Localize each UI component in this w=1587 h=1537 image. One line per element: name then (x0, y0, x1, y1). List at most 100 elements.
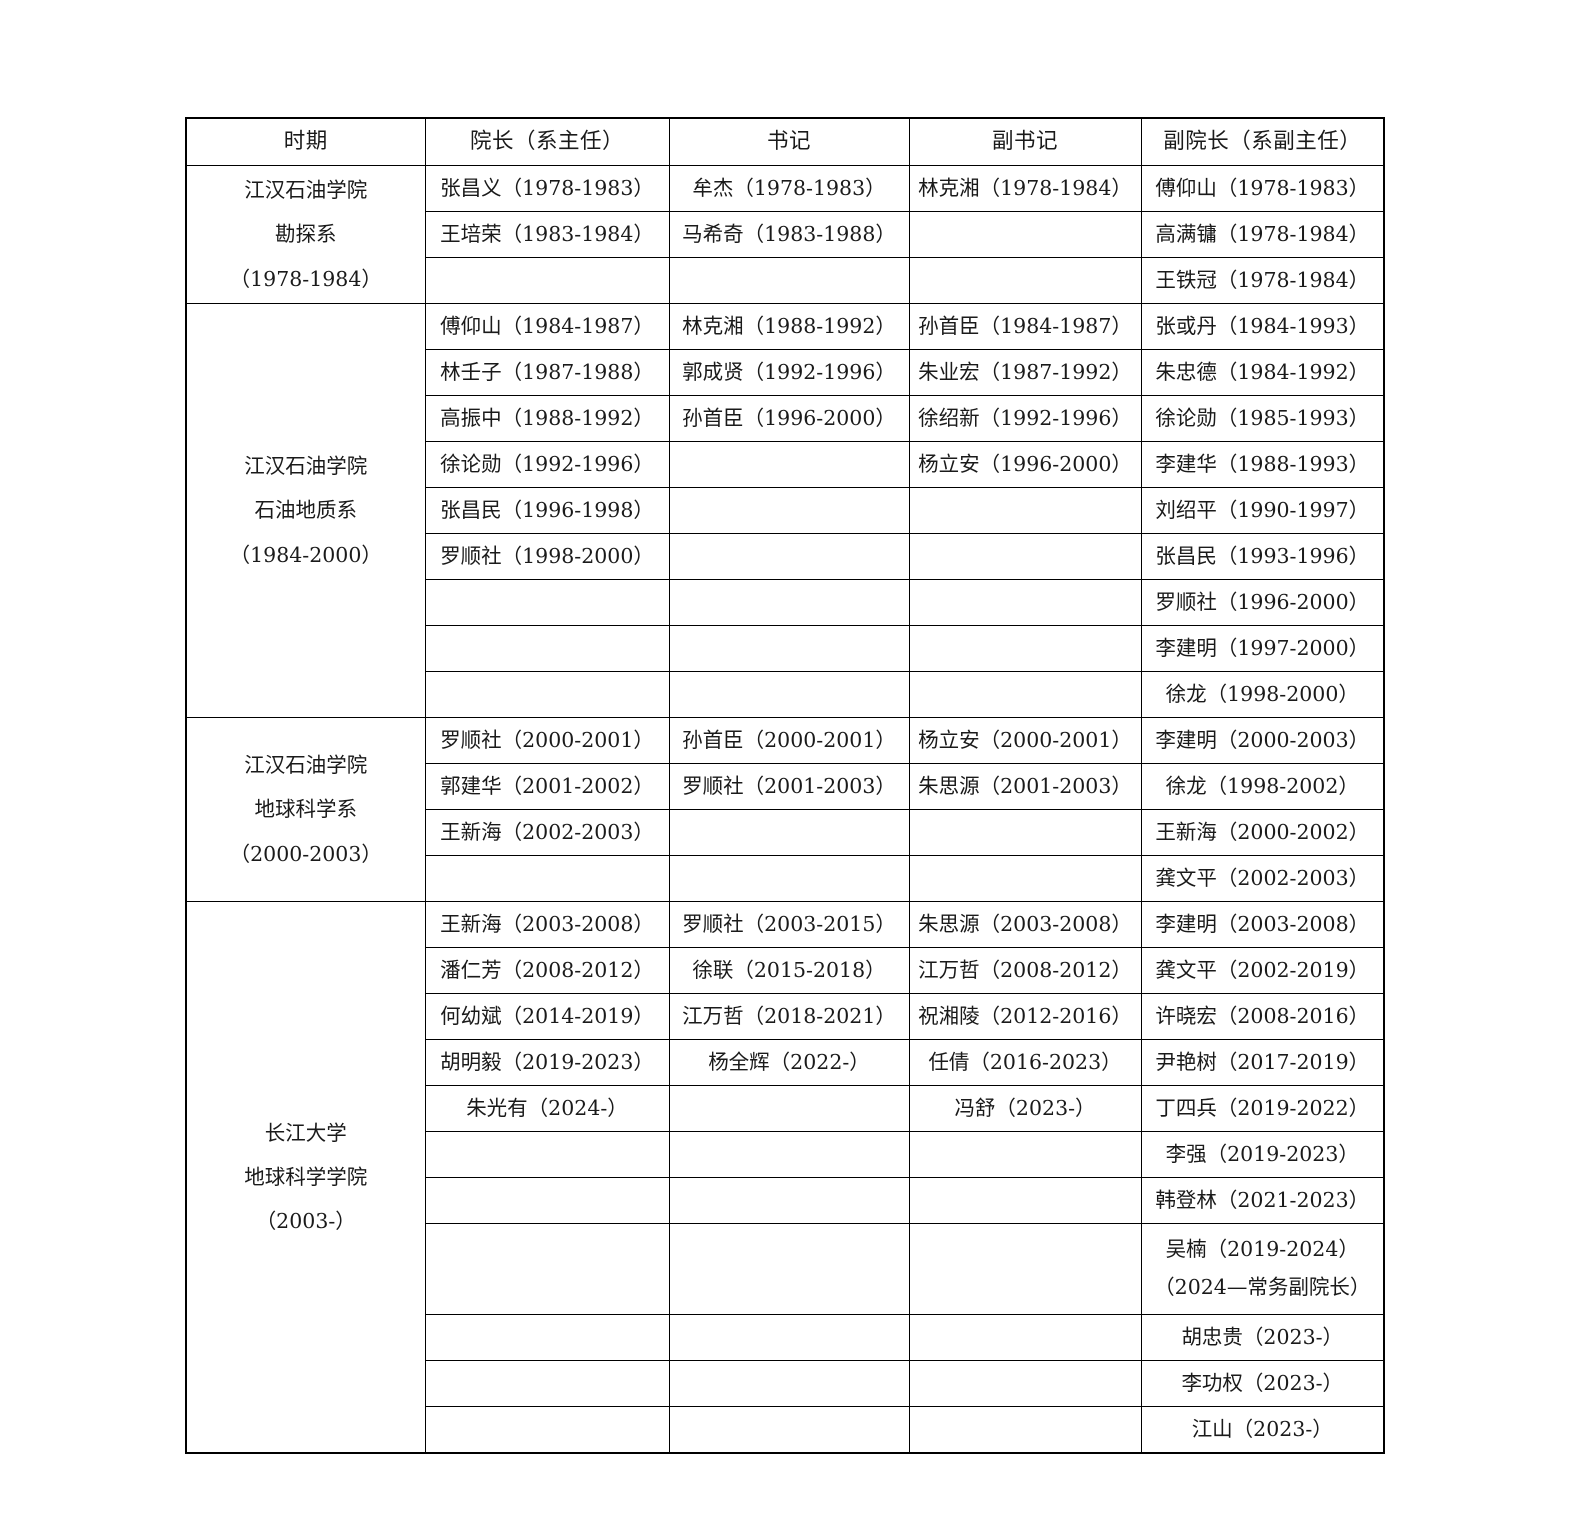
leadership-history-table-container: 时期 院长（系主任） 书记 副书记 副院长（系副主任） 江汉石油学院 勘探系 （19… (185, 117, 1385, 1454)
secretary-cell (668, 1406, 910, 1454)
deputy-secretary-cell (908, 257, 1142, 304)
dean-cell (424, 1223, 670, 1315)
deputy-secretary-cell (908, 1177, 1142, 1224)
column-header-period: 时期 (185, 117, 426, 166)
table-row: 王培荣（1983-1984） 马希奇（1983-1988） 高满镛（1978-198… (186, 211, 1385, 258)
secretary-cell (668, 533, 910, 580)
column-header-secretary: 书记 (668, 117, 910, 166)
secretary-cell: 郭成贤（1992-1996） (668, 349, 910, 396)
deputy-secretary-cell (908, 855, 1142, 902)
table-row: 罗顺社（1996-2000） (186, 579, 1385, 626)
secretary-cell (668, 625, 910, 672)
vice-dean-cell: 龚文平（2002-2003） (1140, 855, 1385, 902)
table-row: 王新海（2002-2003） 王新海（2000-2002） (186, 809, 1385, 856)
dean-cell: 胡明毅（2019-2023） (424, 1039, 670, 1086)
dean-cell: 潘仁芳（2008-2012） (424, 947, 670, 994)
period-line: 地球科学学院 (244, 1164, 368, 1189)
table-row: 江汉石油学院 勘探系 （1978-1984） 张昌义（1978-1983） 牟杰（197… (185, 165, 1385, 304)
secretary-cell (668, 1223, 910, 1315)
dean-cell: 高振中（1988-1992） (424, 395, 670, 442)
secretary-cell (668, 1085, 910, 1132)
dean-cell: 朱光有（2024-） (424, 1085, 670, 1132)
table-row: 江山（2023-） (186, 1406, 1385, 1454)
dean-cell (424, 1177, 670, 1224)
dean-cell (424, 1406, 670, 1454)
dean-cell (424, 625, 670, 672)
vice-dean-cell: 李建明（2000-2003） (1140, 717, 1385, 764)
table-row: 高振中（1988-1992） 孙首臣（1996-2000） 徐绍新（1992-199… (186, 395, 1385, 442)
vice-dean-cell: 许晓宏（2008-2016） (1140, 993, 1385, 1040)
deputy-secretary-cell: 江万哲（2008-2012） (908, 947, 1142, 994)
vice-dean-cell: 江山（2023-） (1140, 1406, 1385, 1454)
deputy-secretary-cell (908, 671, 1142, 718)
period-line: （2000-2003） (229, 841, 382, 866)
dean-cell: 徐论勋（1992-1996） (424, 441, 670, 488)
secretary-cell (668, 671, 910, 718)
dean-cell (424, 257, 670, 304)
table-body: 江汉石油学院 勘探系 （1978-1984） 张昌义（1978-1983） 牟杰（197… (185, 165, 1385, 1454)
dean-cell: 王新海（2002-2003） (424, 809, 670, 856)
period-line: 石油地质系 (254, 498, 358, 523)
column-header-vice-dean: 副院长（系副主任） (1140, 117, 1385, 166)
secretary-cell (668, 809, 910, 856)
deputy-secretary-cell (908, 625, 1142, 672)
table-row: 胡明毅（2019-2023） 杨全辉（2022-） 任倩（2016-2023） 尹艳树… (186, 1039, 1385, 1086)
vice-dean-cell: 韩登林（2021-2023） (1140, 1177, 1385, 1224)
deputy-secretary-cell (908, 533, 1142, 580)
table-row: 李强（2019-2023） (186, 1131, 1385, 1178)
deputy-secretary-cell (908, 211, 1142, 258)
secretary-cell: 林克湘（1988-1992） (668, 303, 910, 350)
deputy-secretary-cell (908, 1131, 1142, 1178)
vice-dean-cell: 王新海（2000-2002） (1140, 809, 1385, 856)
table-row: 朱光有（2024-） 冯舒（2023-） 丁四兵（2019-2022） (186, 1085, 1385, 1132)
table-row: 郭建华（2001-2002） 罗顺社（2001-2003） 朱思源（2001-200… (186, 763, 1385, 810)
deputy-secretary-cell: 冯舒（2023-） (908, 1085, 1142, 1132)
deputy-secretary-cell: 祝湘陵（2012-2016） (908, 993, 1142, 1040)
secretary-cell: 罗顺社（2001-2003） (668, 763, 910, 810)
deputy-secretary-cell: 杨立安（2000-2001） (908, 717, 1142, 764)
period-cell: 江汉石油学院 石油地质系 （1984-2000） (185, 303, 426, 718)
secretary-cell: 徐联（2015-2018） (668, 947, 910, 994)
secretary-cell (668, 487, 910, 534)
vice-dean-cell: 李建华（1988-1993） (1140, 441, 1385, 488)
period-line: （1984-2000） (229, 542, 382, 567)
table-row: 长江大学 地球科学学院 （2003-） 王新海（2003-2008） 罗顺社（2003-… (185, 901, 1385, 1454)
table-row: 江汉石油学院 地球科学系 （2000-2003） 罗顺社（2000-2001） 孙首臣（… (185, 717, 1385, 902)
vice-dean-cell: 徐龙（1998-2000） (1140, 671, 1385, 718)
secretary-cell (668, 257, 910, 304)
vice-dean-cell: 刘绍平（1990-1997） (1140, 487, 1385, 534)
period-line: 勘探系 (275, 222, 337, 247)
vice-dean-cell: 尹艳树（2017-2019） (1140, 1039, 1385, 1086)
period-line: 长江大学 (264, 1120, 347, 1145)
deputy-secretary-cell (908, 487, 1142, 534)
vice-dean-cell: 徐龙（1998-2002） (1140, 763, 1385, 810)
deputy-secretary-cell (908, 809, 1142, 856)
dean-cell: 罗顺社（2000-2001） (424, 717, 670, 764)
table-header-row: 时期 院长（系主任） 书记 副书记 副院长（系副主任） (185, 117, 1385, 166)
table-row: 罗顺社（1998-2000） 张昌民（1993-1996） (186, 533, 1385, 580)
secretary-cell (668, 1314, 910, 1361)
vice-dean-cell: 丁四兵（2019-2022） (1140, 1085, 1385, 1132)
dean-cell: 罗顺社（1998-2000） (424, 533, 670, 580)
vice-dean-cell: 罗顺社（1996-2000） (1140, 579, 1385, 626)
dean-cell (424, 579, 670, 626)
dean-cell: 傅仰山（1984-1987） (424, 303, 670, 350)
deputy-secretary-cell: 朱思源（2003-2008） (908, 901, 1142, 948)
secretary-cell (668, 441, 910, 488)
column-header-deputy-secretary: 副书记 (908, 117, 1142, 166)
table-row: 徐论勋（1992-1996） 杨立安（1996-2000） 李建华（1988-199… (186, 441, 1385, 488)
dean-cell (424, 1131, 670, 1178)
vice-dean-cell: 傅仰山（1978-1983） (1140, 165, 1385, 212)
table-row: 徐龙（1998-2000） (186, 671, 1385, 718)
secretary-cell: 孙首臣（1996-2000） (668, 395, 910, 442)
dean-cell: 张昌民（1996-1998） (424, 487, 670, 534)
deputy-secretary-cell: 朱业宏（1987-1992） (908, 349, 1142, 396)
dean-cell (424, 855, 670, 902)
period-line: 江汉石油学院 (244, 454, 368, 479)
vice-dean-cell: 胡忠贵（2023-） (1140, 1314, 1385, 1361)
deputy-secretary-cell: 杨立安（1996-2000） (908, 441, 1142, 488)
vice-dean-cell: 龚文平（2002-2019） (1140, 947, 1385, 994)
dean-cell: 张昌义（1978-1983） (424, 165, 670, 212)
table-row: 李功权（2023-） (186, 1360, 1385, 1407)
period-line: 江汉石油学院 (244, 753, 368, 778)
